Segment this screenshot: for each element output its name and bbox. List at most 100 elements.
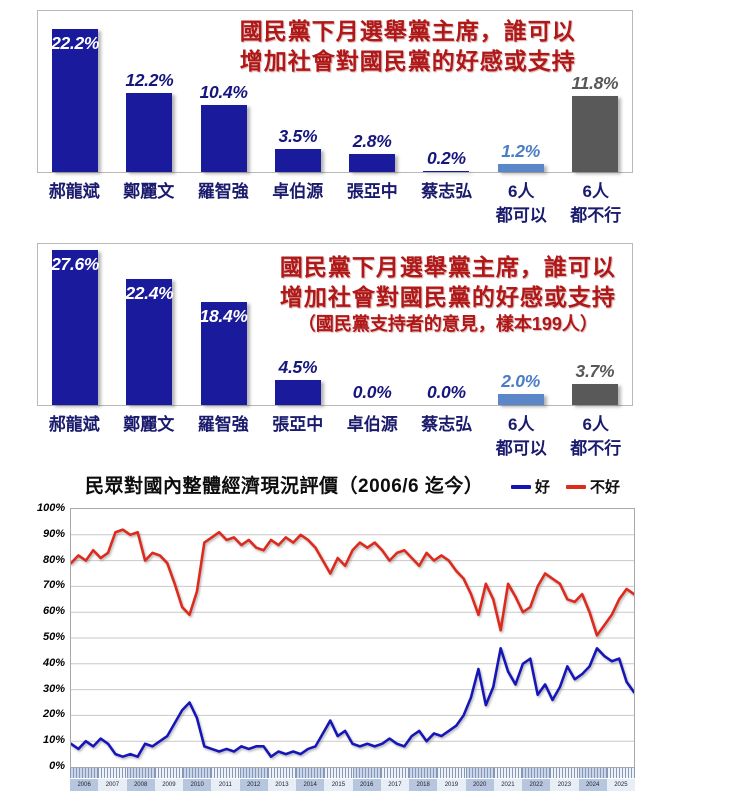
bars-container: 22.2% 12.2% 10.4% 3.5% 2.8% 0.2% 1.2% 11.8% [38, 11, 632, 172]
bar-value-label: 0.0% [352, 382, 392, 402]
bar-slot: 18.4% [187, 244, 261, 405]
category-label: 6人 都不行 [570, 182, 622, 225]
tick-cell [126, 768, 155, 778]
year-cell: 2014 [296, 779, 325, 791]
year-cell: 2012 [239, 779, 268, 791]
year-cell: 2010 [183, 779, 212, 791]
bar [126, 93, 173, 172]
tick-cell [296, 768, 325, 778]
legend-item-bad: 不好 [566, 476, 620, 497]
bar [497, 394, 544, 405]
bar-slot: 0.0% [335, 244, 409, 405]
category-label: 蔡志弘 [421, 182, 473, 201]
year-cell: 2021 [493, 779, 522, 791]
line-chart-svg [71, 528, 634, 758]
category-label: 郝龍斌 [48, 415, 100, 434]
category-label: 6人 都不行 [570, 415, 622, 458]
legend-line-bad-icon [566, 484, 587, 489]
bar-slot: 3.5% [261, 11, 335, 172]
bar-value-label: 10.4% [199, 82, 248, 102]
bar-slot: 2.8% [335, 11, 409, 172]
category-label: 6人 都可以 [495, 182, 547, 225]
year-cell: 2017 [380, 779, 409, 791]
tick-cell [437, 768, 466, 778]
chart-title-line2: 增加社會對國民黨的好感或支持 [239, 48, 576, 75]
bar [349, 154, 396, 172]
legend-item-good: 好 [511, 476, 550, 497]
line-chart-title: 民眾對國內整體經濟現況評價（2006/6 迄今） [85, 476, 484, 497]
bar-slot: 22.4% [112, 244, 186, 405]
bar [126, 279, 173, 405]
economy-line-chart: 民眾對國內整體經濟現況評價（2006/6 迄今） 好 不好 100% 90% 80%… [37, 470, 697, 800]
year-cell: 2023 [550, 779, 579, 791]
year-cell: 2025 [606, 779, 635, 791]
bar-value-label: 22.2% [51, 33, 100, 53]
chart-title-line1: 國民黨下月選舉黨主席，誰可以 [279, 254, 616, 280]
bar-slot: 2.0% [484, 244, 558, 405]
year-cell: 2006 [70, 779, 99, 791]
category-label: 張亞中 [272, 415, 324, 434]
category-label: 郝龍斌 [48, 182, 100, 201]
chart-title-line2: 增加社會對國民黨的好感或支持 [279, 284, 616, 311]
bar-slot: 1.2% [484, 11, 558, 172]
bar-value-label: 18.4% [199, 306, 248, 326]
chart-title: 國民黨下月選舉黨主席，誰可以 增加社會對國民黨的好感或支持 （國民黨支持者的意見… [264, 252, 632, 336]
year-cell: 2022 [522, 779, 551, 791]
bar [274, 380, 321, 405]
year-cell: 2011 [211, 779, 240, 791]
tick-cell [98, 768, 127, 778]
y-axis-label: 90% [42, 527, 65, 540]
tick-cell [352, 768, 381, 778]
tick-cell [154, 768, 183, 778]
y-axis-label: 70% [42, 579, 65, 592]
bar-slot: 4.5% [261, 244, 335, 405]
legend-line-good-icon [511, 484, 531, 489]
tick-cell [578, 768, 607, 778]
category-label: 羅智強 [197, 182, 249, 201]
tick-cell [465, 768, 494, 778]
bar [52, 29, 99, 172]
year-cell: 2013 [267, 779, 296, 791]
category-label: 6人 都可以 [495, 415, 547, 458]
bar-slot: 0.2% [409, 11, 483, 172]
bar-value-label: 22.4% [125, 283, 174, 303]
y-axis-label: 30% [42, 682, 65, 695]
bar-value-label: 3.5% [278, 126, 318, 146]
bar-value-label: 27.6% [51, 254, 100, 274]
bar-value-label: 4.5% [278, 357, 318, 377]
bar-slot: 11.8% [558, 11, 632, 172]
bar-slot: 3.7% [558, 244, 632, 405]
legend-label-bad: 不好 [590, 479, 621, 496]
bar [571, 96, 618, 172]
plot-area: 27.6% 22.4% 18.4% 4.5% 0.0% 0.0% 2.0% 3.7% 國民黨下… [37, 243, 633, 406]
bar-slot: 27.6% [38, 244, 112, 405]
bar [200, 105, 247, 172]
year-cell: 2019 [437, 779, 466, 791]
category-axis: 郝龍斌 鄭麗文 羅智強 張亞中 卓伯源 蔡志弘 6人 都可以 6人 都不行 [37, 413, 633, 461]
line-series-bad [71, 528, 634, 637]
category-label: 羅智強 [197, 415, 249, 434]
bar-value-label: 1.2% [501, 141, 540, 161]
year-cell: 2024 [578, 779, 607, 791]
bar-value-label: 0.0% [427, 382, 466, 402]
tick-cell [211, 768, 240, 778]
bar [423, 171, 470, 172]
x-axis-tick-strip [70, 768, 635, 778]
kmt-chair-chart-all: 22.2% 12.2% 10.4% 3.5% 2.8% 0.2% 1.2% 11.8% 國民黨… [37, 10, 633, 228]
line-series-good [71, 647, 634, 758]
tick-cell [409, 768, 438, 778]
y-axis-label: 60% [42, 605, 65, 618]
bar [571, 384, 618, 405]
y-axis-label: 0% [49, 760, 65, 772]
category-label: 鄭麗文 [123, 182, 175, 201]
bar-value-label: 2.0% [501, 371, 540, 391]
bar-slot: 10.4% [187, 11, 261, 172]
chart-subtitle: （國民黨支持者的意見，樣本199人） [297, 313, 598, 334]
bar-slot: 0.0% [409, 244, 483, 405]
tick-cell [550, 768, 579, 778]
tick-cell [70, 768, 99, 778]
tick-cell [183, 768, 212, 778]
bars-container: 27.6% 22.4% 18.4% 4.5% 0.0% 0.0% 2.0% 3.7% [38, 244, 632, 405]
category-label: 卓伯源 [272, 182, 324, 201]
